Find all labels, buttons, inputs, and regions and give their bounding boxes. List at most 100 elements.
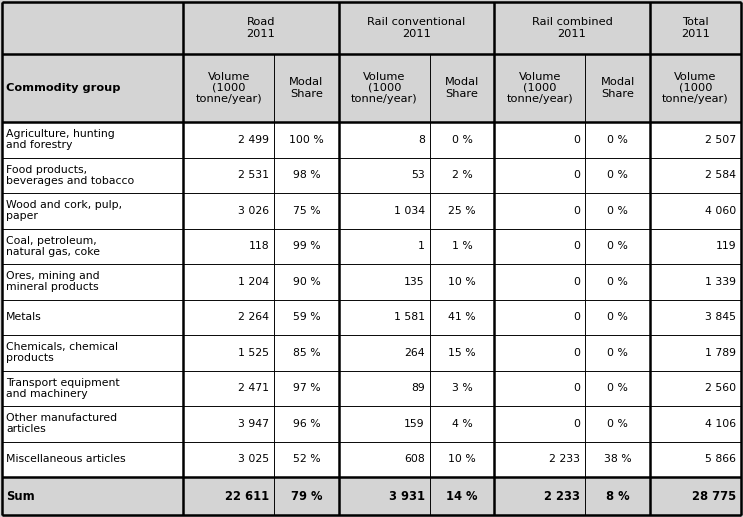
Text: Other manufactured
articles: Other manufactured articles bbox=[6, 413, 117, 434]
Text: 0: 0 bbox=[574, 312, 580, 322]
Bar bbox=[339, 54, 430, 122]
Text: Total
2011: Total 2011 bbox=[681, 18, 710, 39]
Bar bbox=[585, 158, 650, 193]
Bar bbox=[274, 299, 339, 335]
Bar bbox=[585, 229, 650, 264]
Text: 3 025: 3 025 bbox=[239, 454, 269, 464]
Bar bbox=[430, 406, 494, 442]
Text: 3 %: 3 % bbox=[452, 383, 473, 393]
Bar bbox=[2, 299, 183, 335]
Text: 2 471: 2 471 bbox=[239, 383, 269, 393]
Text: 3 947: 3 947 bbox=[239, 419, 269, 429]
Text: 0 %: 0 % bbox=[607, 206, 628, 216]
Text: 0 %: 0 % bbox=[607, 241, 628, 251]
Text: Modal
Share: Modal Share bbox=[600, 78, 635, 99]
Bar bbox=[183, 371, 274, 406]
Text: Modal
Share: Modal Share bbox=[445, 78, 479, 99]
Bar bbox=[585, 335, 650, 371]
Bar bbox=[585, 299, 650, 335]
Text: 159: 159 bbox=[404, 419, 425, 429]
Text: 1 789: 1 789 bbox=[705, 348, 736, 358]
Bar bbox=[274, 406, 339, 442]
Text: Volume
(1000
tonne/year): Volume (1000 tonne/year) bbox=[662, 72, 729, 104]
Text: Commodity group: Commodity group bbox=[6, 83, 120, 93]
Bar bbox=[274, 335, 339, 371]
Bar bbox=[274, 442, 339, 477]
Bar bbox=[650, 371, 741, 406]
Text: 85 %: 85 % bbox=[293, 348, 320, 358]
Bar bbox=[650, 193, 741, 229]
Text: 99 %: 99 % bbox=[293, 241, 320, 251]
Bar bbox=[650, 406, 741, 442]
Bar bbox=[585, 477, 650, 515]
Bar bbox=[430, 158, 494, 193]
Text: 2 %: 2 % bbox=[452, 170, 473, 180]
Bar bbox=[274, 122, 339, 158]
Bar bbox=[339, 335, 430, 371]
Text: Ores, mining and
mineral products: Ores, mining and mineral products bbox=[6, 271, 100, 292]
Bar bbox=[183, 193, 274, 229]
Bar bbox=[274, 193, 339, 229]
Text: 28 775: 28 775 bbox=[692, 490, 736, 503]
Text: 135: 135 bbox=[404, 277, 425, 287]
Text: 1 525: 1 525 bbox=[239, 348, 269, 358]
Bar bbox=[585, 371, 650, 406]
Text: Volume
(1000
tonne/year): Volume (1000 tonne/year) bbox=[351, 72, 418, 104]
Bar bbox=[494, 229, 585, 264]
Bar bbox=[650, 299, 741, 335]
Bar bbox=[585, 264, 650, 299]
Bar bbox=[2, 264, 183, 299]
Text: 38 %: 38 % bbox=[604, 454, 632, 464]
Text: Metals: Metals bbox=[6, 312, 42, 322]
Bar bbox=[494, 299, 585, 335]
Text: 0: 0 bbox=[574, 206, 580, 216]
Text: 22 611: 22 611 bbox=[225, 490, 269, 503]
Bar bbox=[339, 193, 430, 229]
Text: 96 %: 96 % bbox=[293, 419, 320, 429]
Bar bbox=[183, 229, 274, 264]
Bar bbox=[585, 193, 650, 229]
Text: 98 %: 98 % bbox=[293, 170, 320, 180]
Text: 75 %: 75 % bbox=[293, 206, 320, 216]
Text: 0: 0 bbox=[574, 241, 580, 251]
Bar bbox=[2, 54, 183, 122]
Text: 2 507: 2 507 bbox=[705, 135, 736, 145]
Bar bbox=[2, 158, 183, 193]
Bar bbox=[2, 229, 183, 264]
Text: 52 %: 52 % bbox=[293, 454, 320, 464]
Text: Agriculture, hunting
and forestry: Agriculture, hunting and forestry bbox=[6, 129, 114, 150]
Text: 4 %: 4 % bbox=[452, 419, 473, 429]
Bar bbox=[183, 477, 274, 515]
Text: 0: 0 bbox=[574, 277, 580, 287]
Bar bbox=[430, 371, 494, 406]
Text: 0 %: 0 % bbox=[607, 348, 628, 358]
Text: 0: 0 bbox=[574, 348, 580, 358]
Text: 0: 0 bbox=[574, 383, 580, 393]
Text: Chemicals, chemical
products: Chemicals, chemical products bbox=[6, 342, 118, 363]
Text: 2 264: 2 264 bbox=[239, 312, 269, 322]
Text: 8 %: 8 % bbox=[606, 490, 629, 503]
Bar bbox=[339, 442, 430, 477]
Text: 0 %: 0 % bbox=[607, 419, 628, 429]
Text: Rail combined
2011: Rail combined 2011 bbox=[532, 18, 612, 39]
Bar bbox=[494, 335, 585, 371]
Text: Volume
(1000
tonne/year): Volume (1000 tonne/year) bbox=[507, 72, 573, 104]
Text: 8: 8 bbox=[418, 135, 425, 145]
Bar bbox=[494, 54, 585, 122]
Bar bbox=[274, 158, 339, 193]
Text: 2 233: 2 233 bbox=[545, 490, 580, 503]
Text: Coal, petroleum,
natural gas, coke: Coal, petroleum, natural gas, coke bbox=[6, 236, 100, 257]
Text: Sum: Sum bbox=[6, 490, 35, 503]
Text: 10 %: 10 % bbox=[448, 454, 476, 464]
Bar bbox=[339, 122, 430, 158]
Text: 14 %: 14 % bbox=[447, 490, 478, 503]
Bar bbox=[339, 406, 430, 442]
Bar bbox=[650, 335, 741, 371]
Text: Rail conventional
2011: Rail conventional 2011 bbox=[367, 18, 466, 39]
Bar bbox=[339, 264, 430, 299]
Bar bbox=[650, 442, 741, 477]
Bar bbox=[430, 442, 494, 477]
Bar bbox=[494, 193, 585, 229]
Text: 79 %: 79 % bbox=[291, 490, 322, 503]
Text: 0: 0 bbox=[574, 170, 580, 180]
